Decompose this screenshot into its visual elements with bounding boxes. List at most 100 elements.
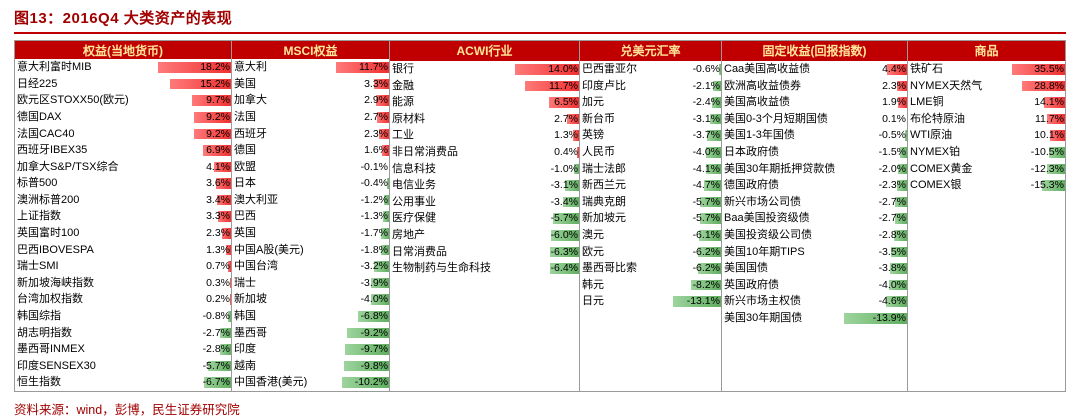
table-row: 新兴市场公司债-2.7% bbox=[722, 194, 907, 211]
row-value: 0.7% bbox=[158, 258, 231, 275]
row-value: -3.1% bbox=[673, 111, 721, 128]
row-label: 德国 bbox=[232, 142, 336, 159]
row-label: 中国台湾 bbox=[232, 258, 336, 275]
row-value: -4.0% bbox=[673, 144, 721, 161]
table-row: 中国台湾-3.2% bbox=[232, 258, 389, 275]
row-value-cell: -1.3% bbox=[336, 208, 389, 225]
row-value: -1.0% bbox=[515, 161, 579, 178]
table-row: 日元-13.1% bbox=[580, 293, 721, 310]
table-row: 美国投资级公司债-2.8% bbox=[722, 227, 907, 244]
row-value: 10.1% bbox=[1012, 127, 1065, 144]
row-value-cell: 1.9% bbox=[844, 94, 907, 111]
row-value: -0.4% bbox=[336, 175, 389, 192]
row-value-cell: -4.6% bbox=[844, 293, 907, 310]
row-label: 公用事业 bbox=[390, 194, 515, 211]
row-label: 医疗保健 bbox=[390, 210, 515, 227]
table-row: 印度卢比-2.1% bbox=[580, 78, 721, 95]
column-header: 商品 bbox=[908, 41, 1065, 61]
row-value: 3.6% bbox=[158, 175, 231, 192]
row-value-cell: 28.8% bbox=[1012, 78, 1065, 95]
row-label: NYMEX铂 bbox=[908, 144, 1012, 161]
row-label: COMEX黄金 bbox=[908, 161, 1012, 178]
row-label: 德国政府债 bbox=[722, 177, 844, 194]
table-row: 新加坡-4.0% bbox=[232, 291, 389, 308]
row-value: -1.8% bbox=[336, 242, 389, 259]
row-label: 越南 bbox=[232, 358, 336, 375]
row-value: -10.2% bbox=[336, 374, 389, 391]
table-row: 日常消费品-6.3% bbox=[390, 244, 579, 261]
row-value: -3.5% bbox=[844, 244, 907, 261]
row-value: 0.4% bbox=[515, 144, 579, 161]
table-row: 欧元-6.2% bbox=[580, 244, 721, 261]
row-value: -12.3% bbox=[1012, 161, 1065, 178]
row-value-cell: -6.7% bbox=[158, 374, 231, 391]
row-value-cell: 0.2% bbox=[158, 291, 231, 308]
row-value: -10.5% bbox=[1012, 144, 1065, 161]
row-value-cell: -0.1% bbox=[336, 159, 389, 176]
row-value: -5.7% bbox=[673, 194, 721, 211]
row-value-cell: 3.4% bbox=[158, 192, 231, 209]
row-value: -6.1% bbox=[673, 227, 721, 244]
row-label: 韩国 bbox=[232, 308, 336, 325]
table-row: 胡志明指数-2.7% bbox=[15, 325, 231, 342]
column-header: 固定收益(回报指数) bbox=[722, 41, 907, 61]
row-label: 金融 bbox=[390, 78, 515, 95]
table-row: 日本-0.4% bbox=[232, 175, 389, 192]
row-value-cell: -2.0% bbox=[844, 161, 907, 178]
row-label: 澳洲标普200 bbox=[15, 192, 158, 209]
row-value: 2.3% bbox=[336, 126, 389, 143]
table-row: 人民币-4.0% bbox=[580, 144, 721, 161]
table-row: 墨西哥比索-6.2% bbox=[580, 260, 721, 277]
table-row: 瑞士法郎-4.1% bbox=[580, 161, 721, 178]
row-value: 6.5% bbox=[515, 94, 579, 111]
row-value: 14.0% bbox=[515, 61, 579, 78]
table-row: 德国政府债-2.3% bbox=[722, 177, 907, 194]
row-value-cell: -3.7% bbox=[673, 127, 721, 144]
row-value: 1.6% bbox=[336, 142, 389, 159]
table-row: 澳大利亚-1.2% bbox=[232, 192, 389, 209]
table-row: 新兴市场主权债-4.6% bbox=[722, 293, 907, 310]
row-value-cell: -4.7% bbox=[673, 177, 721, 194]
row-label: 墨西哥 bbox=[232, 325, 336, 342]
table-row: 美国1-3年国债-0.5% bbox=[722, 127, 907, 144]
row-value: -5.7% bbox=[673, 210, 721, 227]
row-label: 印度 bbox=[232, 341, 336, 358]
column-header: ACWI行业 bbox=[390, 41, 579, 61]
table-row: 英国-1.7% bbox=[232, 225, 389, 242]
row-value-cell: 9.2% bbox=[158, 109, 231, 126]
row-label: 胡志明指数 bbox=[15, 325, 158, 342]
row-label: 工业 bbox=[390, 127, 515, 144]
row-value: -2.7% bbox=[844, 194, 907, 211]
row-value: 2.3% bbox=[158, 225, 231, 242]
table-row: 医疗保健-5.7% bbox=[390, 210, 579, 227]
row-value: -4.7% bbox=[673, 177, 721, 194]
table-row: 英镑-3.7% bbox=[580, 127, 721, 144]
row-label: 德国DAX bbox=[15, 109, 158, 126]
row-label: 美国国债 bbox=[722, 260, 844, 277]
row-value-cell: -4.0% bbox=[673, 144, 721, 161]
row-label: 台湾加权指数 bbox=[15, 291, 158, 308]
row-label: 中国A股(美元) bbox=[232, 242, 336, 259]
row-value-cell: -1.7% bbox=[336, 225, 389, 242]
row-label: 标普500 bbox=[15, 175, 158, 192]
row-value: 2.9% bbox=[336, 92, 389, 109]
row-label: COMEX银 bbox=[908, 177, 1012, 194]
row-value: -6.2% bbox=[673, 244, 721, 261]
table-row: 欧盟-0.1% bbox=[232, 159, 389, 176]
row-value-cell: 2.7% bbox=[515, 111, 579, 128]
row-value-cell: 6.5% bbox=[515, 94, 579, 111]
